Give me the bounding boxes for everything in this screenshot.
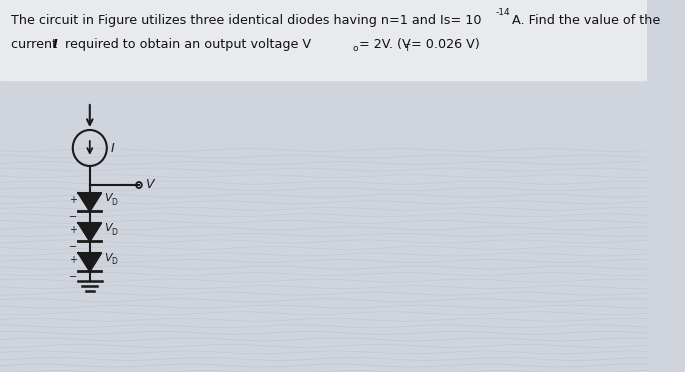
Bar (0, 0, 647, 80)
Text: I: I (53, 38, 58, 51)
Text: T: T (403, 44, 409, 53)
Text: A. Find the value of the: A. Find the value of the (508, 14, 660, 27)
Text: o: o (353, 44, 358, 53)
Text: −: − (68, 242, 77, 252)
Text: required to obtain an output voltage V: required to obtain an output voltage V (62, 38, 312, 51)
Text: +: + (68, 225, 77, 235)
Text: V: V (104, 223, 112, 233)
Text: D: D (112, 257, 117, 266)
Text: D: D (112, 198, 117, 206)
Text: +: + (68, 255, 77, 265)
Text: D: D (112, 228, 117, 237)
Text: −: − (68, 212, 77, 222)
Text: V: V (104, 253, 112, 263)
Text: I: I (110, 141, 114, 154)
Text: -14: -14 (495, 8, 510, 17)
Text: V: V (104, 193, 112, 203)
Polygon shape (79, 253, 101, 271)
Text: = 2V. (V: = 2V. (V (359, 38, 411, 51)
Text: V: V (145, 177, 153, 190)
Text: +: + (68, 195, 77, 205)
Text: = 0.026 V): = 0.026 V) (411, 38, 480, 51)
Polygon shape (79, 193, 101, 211)
Polygon shape (79, 223, 101, 241)
Text: −: − (68, 272, 77, 282)
Text: The circuit in Figure utilizes three identical diodes having n=1 and Is= 10: The circuit in Figure utilizes three ide… (12, 14, 482, 27)
Text: current: current (12, 38, 62, 51)
